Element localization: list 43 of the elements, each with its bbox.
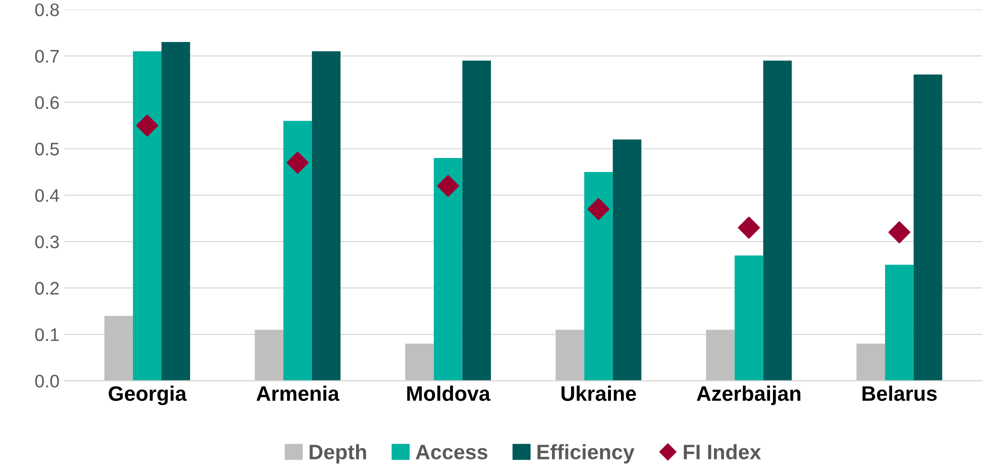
bar: [462, 60, 491, 381]
y-tick-label: 0.2: [35, 282, 59, 295]
point: [286, 152, 309, 174]
legend-label: FI Index: [684, 444, 762, 460]
point: [738, 216, 760, 239]
y-tick-label: 0.4: [35, 189, 60, 202]
bar: [706, 330, 735, 381]
bar: [283, 120, 312, 381]
point: [588, 198, 610, 220]
bar: [434, 158, 462, 381]
x-tick-label: Ukraine: [562, 386, 636, 401]
point: [437, 174, 460, 197]
bar: [405, 344, 434, 381]
point: [136, 114, 158, 137]
bar: [254, 330, 284, 381]
x-tick-label: Azerbaijan: [696, 386, 800, 406]
bar: [763, 60, 792, 381]
bar: [612, 139, 642, 381]
x-tick-label: Belarus: [862, 386, 937, 401]
bar: [584, 172, 613, 381]
bar: [885, 264, 914, 381]
bar: [556, 330, 584, 381]
y-tick-label: 0.7: [35, 50, 59, 63]
y-tick-label: 0.5: [35, 142, 59, 156]
point: [888, 221, 910, 244]
x-tick-label: Armenia: [256, 386, 340, 401]
y-tick-label: 0.6: [35, 96, 59, 110]
bar: [914, 74, 942, 381]
legend-label: Depth: [310, 444, 366, 464]
x-tick-label: Moldova: [407, 386, 490, 401]
legend-label: Access: [416, 444, 488, 460]
legend-label: Efficiency: [538, 444, 634, 464]
bar: [104, 316, 133, 381]
text: 0.0: [35, 374, 59, 388]
bar: [162, 42, 190, 381]
bar: [312, 51, 341, 381]
bar: [856, 344, 886, 381]
x-tick-label: Georgia: [108, 386, 187, 406]
bar: [734, 255, 764, 381]
y-tick-label: 0.1: [35, 328, 59, 342]
bar: [132, 51, 162, 381]
y-tick-label: 0.8: [35, 3, 59, 16]
y-tick-label: 0.3: [35, 236, 59, 248]
